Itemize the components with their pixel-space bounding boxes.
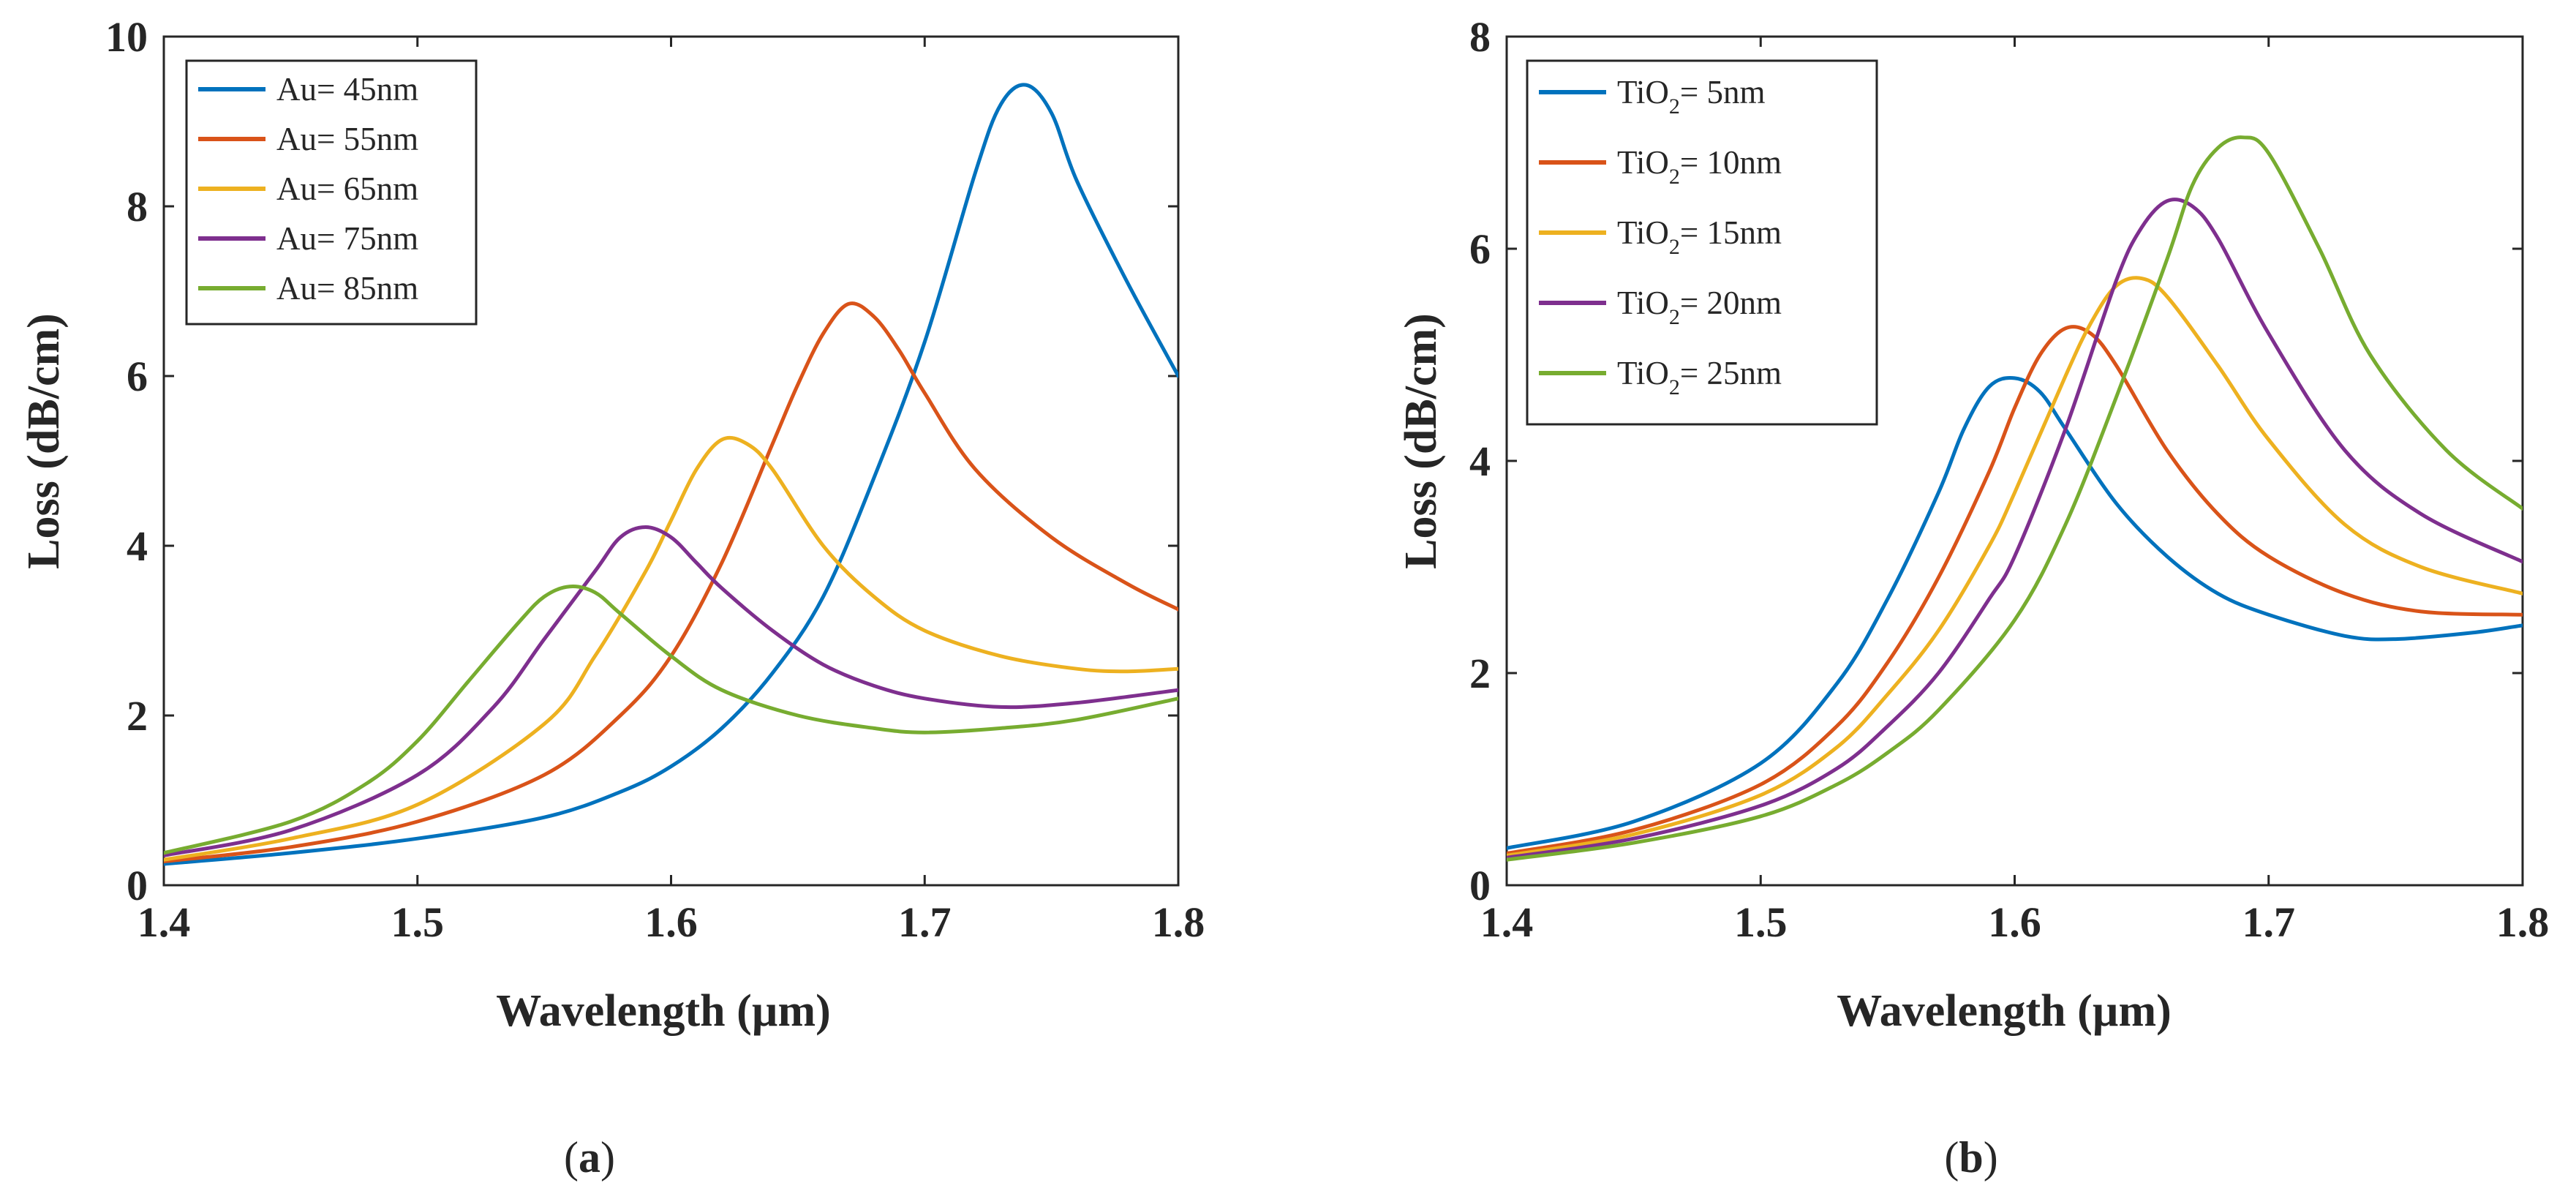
chart-a-ytick-label: 4: [127, 522, 148, 570]
chart-b-ytick-label: 0: [1469, 862, 1491, 909]
chart-a-legend: Au= 45nm Au= 55nm Au= 65nm Au= 75nm Au= 85nm: [185, 59, 478, 326]
panel-a-caption: (a): [564, 1133, 615, 1182]
chart-a: Loss (dB/cm) Wavelength (µm) (a) 1.4 1.5 1…: [19, 13, 1205, 1182]
chart-b-xtick-label: 1.6: [1988, 898, 2041, 946]
chart-a-ytick-label: 10: [105, 13, 148, 61]
chart-b-series-line-4: [1507, 198, 2523, 860]
chart-b-ytick-label: 4: [1469, 437, 1491, 485]
chart-b-xtick-label: 1.8: [2496, 898, 2550, 946]
chart-a-ytick-label: 6: [127, 353, 148, 400]
chart-b-legend-entry: TiO2= 25nm: [1617, 355, 1782, 399]
chart-b-series-line-3: [1507, 276, 2523, 857]
chart-b-ytick-label: 2: [1469, 650, 1491, 697]
chart-a-ytick-label: 0: [127, 862, 148, 909]
chart-a-series-line-5: [164, 585, 1178, 855]
chart-a-series-line-4: [164, 525, 1178, 857]
chart-a-legend-entry: Au= 75nm: [276, 220, 418, 257]
chart-b-series-line-2: [1507, 325, 2523, 855]
chart-b-legend-entry: TiO2= 15nm: [1617, 214, 1782, 259]
chart-b-legend-entry: TiO2= 10nm: [1617, 144, 1782, 189]
chart-b-ytick-label: 6: [1469, 225, 1491, 273]
chart-b-legend-box: [1526, 59, 1878, 426]
chart-b-ytick-label: 8: [1469, 13, 1491, 61]
chart-a-y-axis-label: Loss (dB/cm): [19, 313, 69, 569]
chart-a-legend-entry: Au= 55nm: [276, 121, 418, 157]
chart-b-series-line-5: [1507, 135, 2523, 862]
chart-a-legend-entry: Au= 85nm: [276, 270, 418, 307]
chart-b-xtick-label: 1.5: [1734, 898, 1788, 946]
chart-b-legend-entry: TiO2= 20nm: [1617, 285, 1782, 329]
chart-a-xtick-label: 1.6: [644, 898, 698, 946]
panel-b-caption: (b): [1944, 1133, 1997, 1182]
chart-b: Loss (dB/cm) Wavelength (µm) (b) 1.4 1.5 1…: [1396, 13, 2549, 1182]
chart-a-xtick-label: 1.7: [898, 898, 952, 946]
chart-a-ytick-label: 2: [127, 692, 148, 740]
chart-a-series-line-2: [164, 301, 1178, 863]
chart-a-legend-entry: Au= 45nm: [276, 71, 418, 108]
chart-a-ytick-label: 8: [127, 183, 148, 230]
chart-a-legend-box: [185, 59, 478, 326]
chart-a-x-axis-label: Wavelength (µm): [496, 986, 831, 1036]
chart-b-series-line-1: [1507, 376, 2523, 850]
chart-a-xtick-label: 1.5: [391, 898, 445, 946]
chart-b-y-axis-label: Loss (dB/cm): [1396, 313, 1446, 569]
chart-b-xtick-label: 1.7: [2242, 898, 2296, 946]
chart-b-legend-entry: TiO2= 5nm: [1617, 74, 1766, 119]
chart-a-series-line-3: [164, 435, 1178, 862]
chart-a-xtick-label: 1.8: [1152, 898, 1205, 946]
chart-a-legend-entry: Au= 65nm: [276, 170, 418, 207]
chart-b-x-axis-label: Wavelength (µm): [1837, 986, 2172, 1036]
chart-b-xtick-label: 1.4: [1480, 898, 1534, 946]
chart-b-legend: TiO2= 5nm TiO2= 10nm TiO2= 15nm TiO2= 20nm T…: [1526, 59, 1878, 426]
chart-a-series-line-1: [164, 83, 1178, 866]
chart-a-xtick-label: 1.4: [138, 898, 191, 946]
